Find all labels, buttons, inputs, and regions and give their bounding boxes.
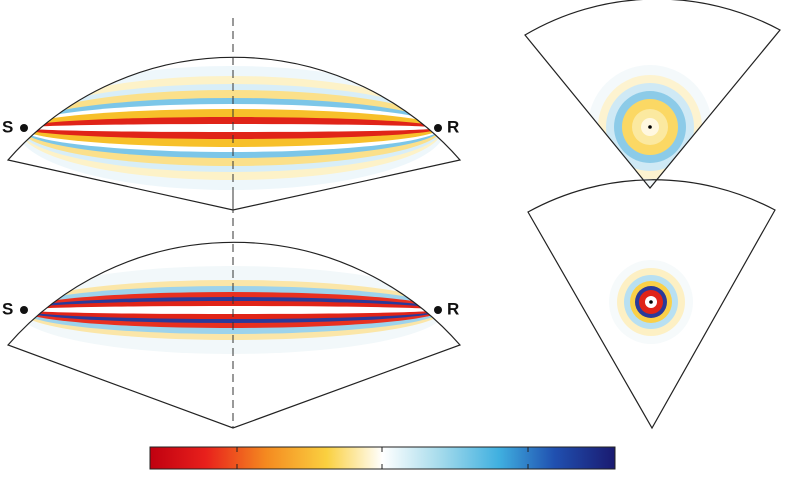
receiver-label: R — [447, 299, 459, 318]
source-marker — [20, 124, 28, 132]
panel-outline — [527, 179, 776, 430]
receiver-marker — [434, 306, 442, 314]
receiver-label: R — [447, 117, 459, 136]
kernel-top-left — [16, 66, 446, 190]
source-label: S — [2, 117, 13, 136]
kernel-bottom-left — [16, 266, 446, 354]
source-marker — [20, 306, 28, 314]
panel-outline — [6, 241, 462, 429]
panel-outline — [524, 0, 781, 189]
panel-outline — [6, 56, 462, 211]
kernel-top-right — [588, 65, 712, 189]
kernel-bottom-right — [609, 260, 693, 344]
source-label: S — [2, 299, 13, 318]
receiver-marker — [434, 124, 442, 132]
